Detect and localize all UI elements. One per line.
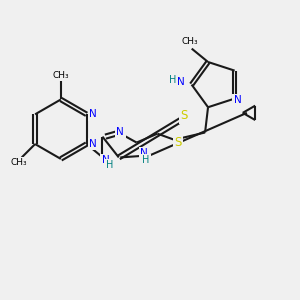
Text: S: S <box>181 109 188 122</box>
Text: N: N <box>140 148 148 158</box>
Text: N: N <box>89 109 97 119</box>
Text: N: N <box>177 76 185 87</box>
Text: H: H <box>169 75 176 85</box>
Text: N: N <box>89 139 97 149</box>
Text: H: H <box>106 160 114 170</box>
Text: N: N <box>101 155 109 165</box>
Text: N: N <box>234 95 242 105</box>
Text: CH₃: CH₃ <box>182 37 199 46</box>
Text: N: N <box>116 127 124 137</box>
Text: H: H <box>142 155 149 165</box>
Text: CH₃: CH₃ <box>11 158 27 167</box>
Text: S: S <box>175 136 182 149</box>
Text: CH₃: CH₃ <box>52 70 69 80</box>
